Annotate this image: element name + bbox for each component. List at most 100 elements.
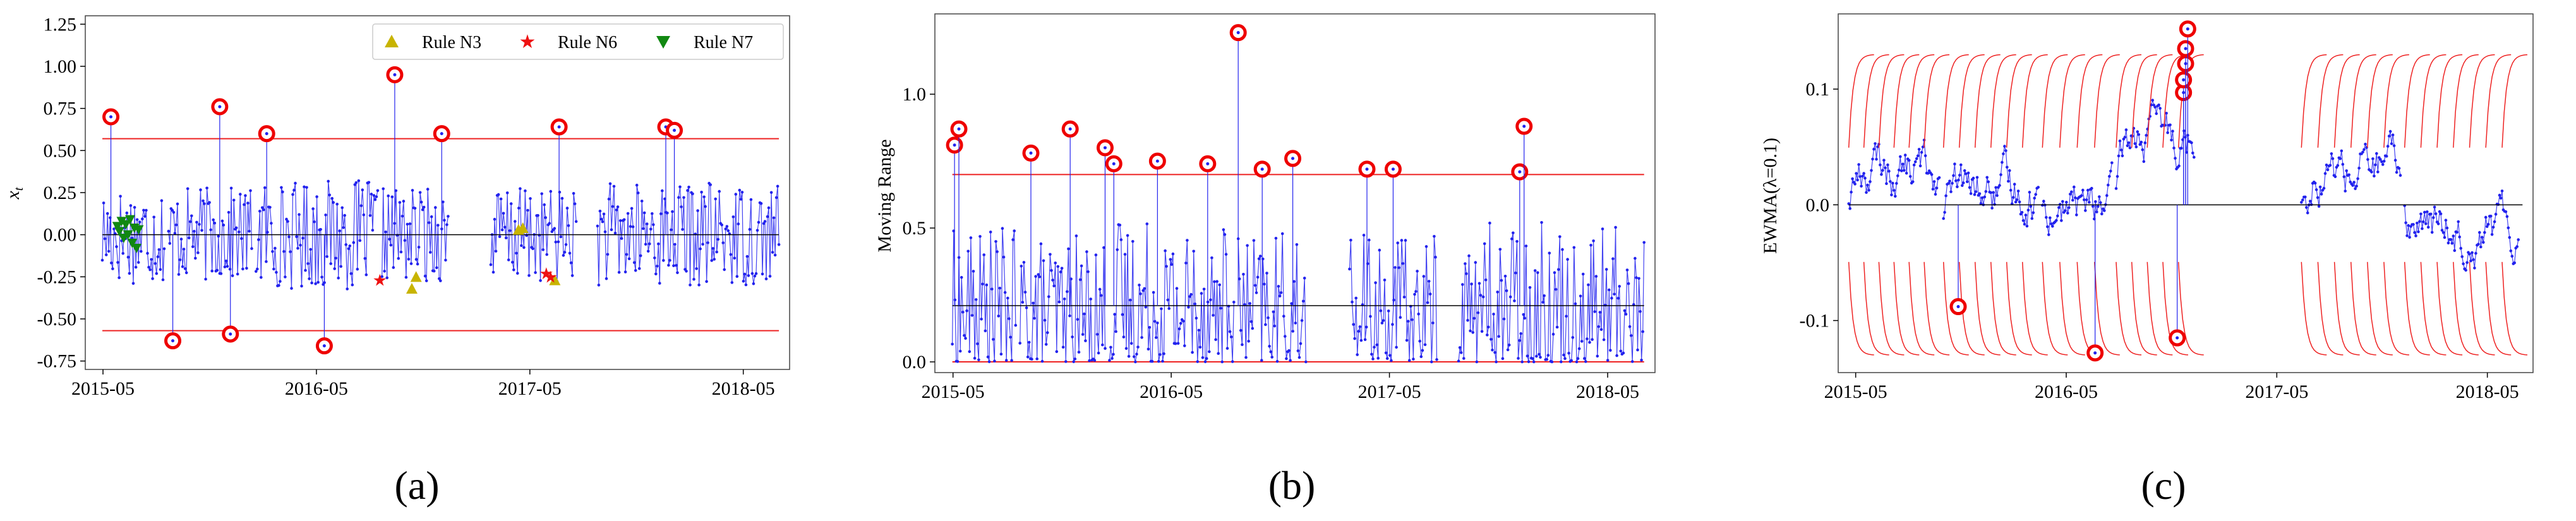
- ewma-lcl-curve: [2501, 261, 2528, 356]
- data-point: [2136, 130, 2140, 133]
- data-point: [2393, 159, 2397, 162]
- data-point: [285, 217, 288, 221]
- data-point: [538, 234, 541, 237]
- outlier-point: [1155, 159, 1159, 163]
- data-point: [2326, 168, 2330, 172]
- data-point: [161, 278, 165, 282]
- data-point: [409, 262, 413, 265]
- data-point: [652, 223, 655, 227]
- data-point: [2421, 227, 2424, 231]
- data-point: [958, 349, 962, 353]
- ewma-lcl-curve: [2162, 261, 2189, 356]
- ewma-ucl-curve: [2021, 54, 2048, 148]
- legend-rule-n7-icon: [656, 36, 670, 49]
- data-point: [2398, 174, 2402, 177]
- data-point: [2418, 220, 2421, 224]
- data-point: [2119, 148, 2123, 152]
- data-point: [2316, 196, 2320, 200]
- data-point: [1081, 333, 1085, 336]
- data-point: [198, 222, 201, 226]
- data-point: [1503, 275, 1507, 278]
- x-tick-label: 2016-05: [285, 378, 348, 399]
- data-point: [219, 272, 223, 275]
- data-point: [249, 189, 252, 193]
- data-point: [1487, 325, 1490, 329]
- ewma-lcl-curve: [2350, 261, 2376, 356]
- data-point: [2341, 162, 2345, 166]
- data-point: [177, 273, 181, 276]
- data-point: [1550, 360, 1554, 364]
- data-point: [2386, 145, 2390, 148]
- outlier-point: [957, 127, 961, 131]
- data-point: [729, 253, 733, 256]
- data-point: [2440, 229, 2444, 232]
- y-tick-label: -0.1: [1800, 311, 1830, 332]
- data-point: [1179, 321, 1183, 325]
- data-point: [984, 329, 987, 333]
- data-point: [2155, 112, 2158, 116]
- data-point: [1576, 357, 1580, 360]
- data-point: [370, 193, 373, 196]
- data-point: [2347, 173, 2350, 177]
- data-point: [516, 272, 519, 275]
- x-tick-label: 2017-05: [1358, 381, 1421, 402]
- data-point: [1507, 344, 1511, 347]
- data-point: [1260, 359, 1263, 362]
- data-point: [2431, 216, 2435, 219]
- rule-n3-marker: [549, 274, 561, 285]
- data-point: [304, 268, 307, 272]
- data-point: [2137, 133, 2141, 136]
- outlier-point: [1029, 151, 1033, 155]
- data-point: [1471, 331, 1474, 334]
- ewma-lcl-curve: [2453, 261, 2479, 356]
- data-point: [597, 284, 601, 287]
- data-point: [731, 215, 735, 219]
- data-point: [1072, 360, 1075, 364]
- data-point: [244, 194, 247, 198]
- data-point: [439, 279, 442, 282]
- data-point: [313, 220, 316, 224]
- data-point: [260, 276, 263, 279]
- data-point: [1358, 325, 1362, 328]
- data-point: [1252, 239, 1256, 243]
- data-point: [1387, 309, 1390, 313]
- data-point: [2056, 214, 2059, 218]
- data-point: [209, 228, 213, 232]
- data-point: [2165, 112, 2168, 115]
- outlier-point: [2186, 27, 2189, 31]
- data-point: [258, 210, 262, 213]
- data-point: [2352, 181, 2356, 184]
- data-point: [540, 192, 543, 196]
- data-point: [257, 238, 260, 241]
- x-tick-label: 2016-05: [1140, 381, 1203, 402]
- data-point: [1074, 234, 1078, 237]
- data-point: [1609, 349, 1612, 352]
- data-point: [112, 227, 116, 231]
- data-point: [1055, 350, 1059, 354]
- data-point: [969, 236, 973, 239]
- data-point: [1593, 310, 1596, 313]
- outlier-point: [1103, 146, 1107, 150]
- data-point: [662, 259, 665, 262]
- data-point: [1264, 323, 1267, 326]
- data-point: [978, 235, 982, 238]
- data-point: [2505, 215, 2509, 219]
- data-point: [1014, 323, 1018, 327]
- data-point: [228, 267, 232, 271]
- data-point: [256, 267, 259, 271]
- data-point: [1987, 180, 1990, 184]
- data-point: [2351, 184, 2354, 187]
- data-point: [1497, 335, 1500, 338]
- ewma-ucl-curve: [2076, 54, 2103, 148]
- data-point: [292, 188, 296, 192]
- data-point: [1353, 337, 1356, 340]
- data-point: [111, 267, 114, 270]
- x-tick-label: 2017-05: [498, 378, 562, 399]
- data-point: [1218, 283, 1221, 287]
- data-point: [213, 222, 217, 225]
- ewma-lcl-curve: [2146, 261, 2173, 356]
- data-point: [970, 314, 974, 317]
- y-tick-label: 0.0: [1806, 195, 1830, 215]
- data-point: [1214, 338, 1217, 342]
- data-point: [2034, 193, 2037, 196]
